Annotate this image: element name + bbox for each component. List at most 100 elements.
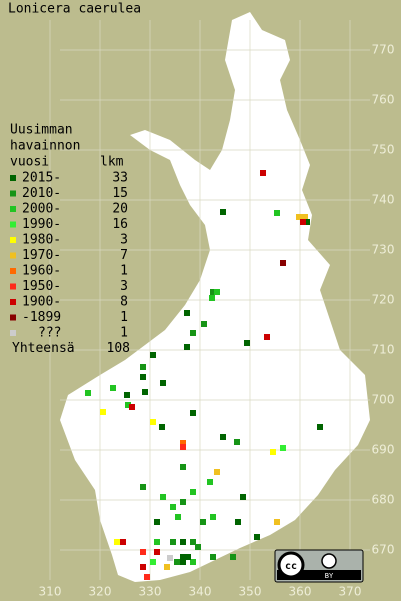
occurrences [85, 170, 323, 580]
y-tick-label: 720 [372, 293, 395, 307]
y-tick-label: 750 [372, 143, 395, 157]
map-title: Lonicera caerulea [8, 2, 141, 17]
occurrence-square [304, 219, 310, 225]
license-label: BY [325, 572, 334, 580]
y-tick-label: 770 [372, 43, 395, 57]
occurrence-square [125, 402, 131, 408]
legend-count-heading: lkm [100, 155, 124, 170]
occurrence-square [110, 385, 116, 391]
legend-label: 2015- [22, 171, 61, 186]
occurrence-square [124, 392, 130, 398]
occurrence-square [159, 424, 165, 430]
occurrence-square [210, 289, 216, 295]
legend-swatch [10, 190, 16, 197]
legend-count: 1 [120, 326, 128, 341]
occurrence-square [180, 559, 186, 565]
occurrence-square [300, 219, 306, 225]
legend-label: 1980- [22, 233, 61, 248]
occurrence-square [170, 539, 176, 545]
legend-count: 33 [112, 171, 128, 186]
occurrence-square [154, 519, 160, 525]
occurrence-square [140, 484, 146, 490]
occurrence-square [140, 564, 146, 570]
occurrence-square [184, 344, 190, 350]
occurrence-square [180, 464, 186, 470]
legend-swatch [10, 206, 16, 212]
occurrence-square [190, 559, 196, 565]
occurrence-square [302, 214, 308, 220]
legend-swatch [10, 221, 16, 228]
occurrence-square [280, 445, 286, 451]
y-tick-label: 670 [372, 543, 395, 557]
x-tick-label: 310 [39, 585, 62, 599]
occurrence-square [184, 310, 190, 316]
occurrence-square [142, 389, 148, 395]
legend-swatch [10, 283, 16, 290]
occurrence-square [175, 514, 181, 520]
legend-count: 8 [120, 295, 128, 310]
occurrence-square [150, 559, 156, 565]
x-tick-label: 330 [139, 585, 162, 599]
occurrence-square [170, 504, 176, 510]
legend-heading: Uusimman [10, 123, 73, 138]
occurrence-square [210, 514, 216, 520]
legend-swatch [10, 314, 16, 321]
legend-swatch [10, 299, 16, 305]
occurrence-square [160, 494, 166, 500]
occurrence-square [140, 364, 146, 370]
occurrence-square [274, 210, 280, 216]
x-tick-label: 350 [239, 585, 262, 599]
occurrence-square [235, 519, 241, 525]
legend-count: 20 [112, 202, 128, 217]
occurrence-square [214, 469, 220, 475]
legend-label: 2000- [22, 202, 61, 217]
occurrence-square [190, 410, 196, 416]
occurrence-square [100, 409, 106, 415]
legend: 2015- 33 2010- 15 2000- 20 1990- 16 1980- 3 1970- 7… [10, 171, 130, 356]
legend-heading: vuosi [10, 155, 49, 170]
y-tick-label: 740 [372, 193, 395, 207]
occurrence-square [201, 321, 207, 327]
occurrence-square [220, 209, 226, 215]
occurrence-square [220, 434, 226, 440]
occurrence-square [180, 539, 186, 545]
occurrence-square [129, 404, 135, 410]
legend-count: 3 [120, 233, 128, 248]
occurrence-square [180, 444, 186, 450]
legend-label: 1990- [22, 217, 61, 232]
y-tick-label: 700 [372, 393, 395, 407]
legend-count: 15 [112, 186, 128, 201]
cc-icon [277, 551, 305, 579]
legend-label: 1960- [22, 264, 61, 279]
x-tick-label: 360 [289, 585, 312, 599]
occurrence-square [160, 380, 166, 386]
occurrence-square [114, 539, 120, 545]
occurrence-square [180, 499, 186, 505]
x-tick-label: 370 [339, 585, 362, 599]
occurrence-square [150, 352, 156, 358]
occurrence-square [264, 334, 270, 340]
occurrence-square [280, 260, 286, 266]
legend-label: 2010- [22, 186, 61, 201]
occurrence-square [167, 555, 173, 561]
occurrence-square [190, 330, 196, 336]
legend-swatch [10, 252, 16, 259]
y-tick-label: 680 [372, 493, 395, 507]
occurrence-square [85, 390, 91, 396]
occurrence-square [164, 564, 170, 570]
occurrence-square [144, 574, 150, 580]
occurrence-square [234, 439, 240, 445]
occurrence-square [195, 544, 201, 550]
legend-total: 108 [107, 341, 130, 356]
y-tick-label: 690 [372, 443, 395, 457]
occurrence-square [207, 479, 213, 485]
legend-heading: havainnon [10, 139, 80, 154]
occurrence-square [260, 170, 266, 176]
occurrence-square [154, 539, 160, 545]
y-tick-label: 760 [372, 93, 395, 107]
legend-count: 7 [120, 248, 128, 263]
occurrence-square [185, 554, 191, 560]
y-tick-label: 710 [372, 343, 395, 357]
legend-swatch [10, 268, 16, 274]
